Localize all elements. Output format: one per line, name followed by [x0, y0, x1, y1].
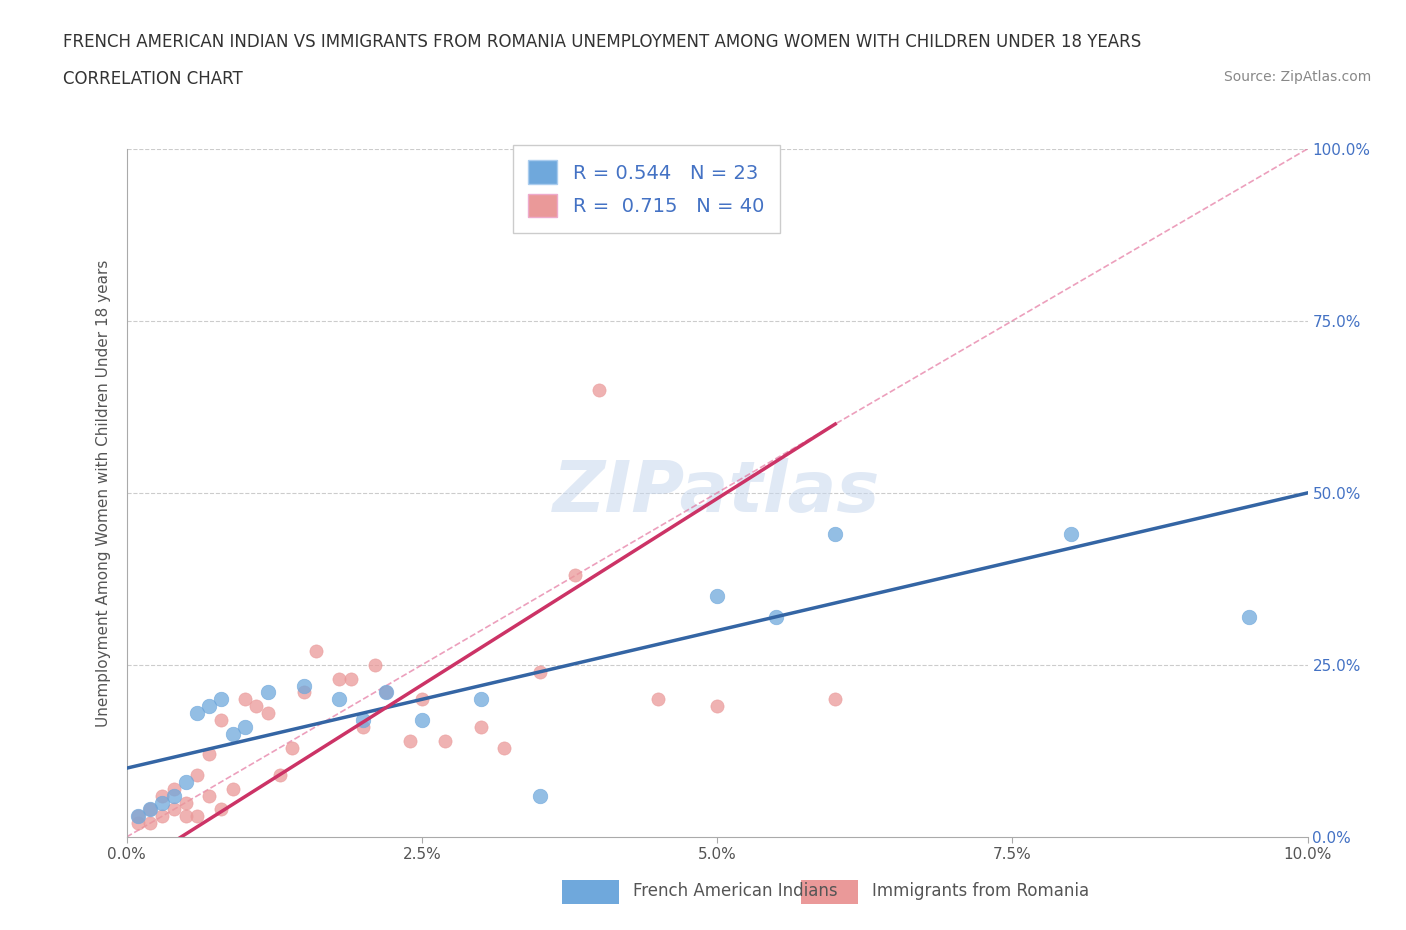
- Point: [470, 720, 492, 735]
- Point: [363, 658, 385, 672]
- Point: [127, 809, 149, 824]
- Point: [281, 740, 304, 755]
- Point: [257, 685, 280, 700]
- Point: [150, 789, 173, 804]
- Point: [139, 802, 162, 817]
- Point: [198, 698, 221, 713]
- Point: [257, 706, 280, 721]
- Point: [163, 781, 186, 796]
- Point: [328, 671, 350, 686]
- Point: [269, 767, 291, 782]
- Point: [150, 795, 173, 810]
- Point: [824, 526, 846, 541]
- Point: [1060, 526, 1083, 541]
- Point: [186, 706, 208, 721]
- Point: [139, 816, 162, 830]
- Point: [340, 671, 363, 686]
- Point: [233, 720, 256, 735]
- Text: ZIPatlas: ZIPatlas: [554, 458, 880, 527]
- Legend: R = 0.544   N = 23, R =  0.715   N = 40: R = 0.544 N = 23, R = 0.715 N = 40: [513, 145, 780, 233]
- Point: [399, 733, 422, 748]
- Point: [209, 712, 232, 727]
- Point: [222, 781, 245, 796]
- Y-axis label: Unemployment Among Women with Children Under 18 years: Unemployment Among Women with Children U…: [96, 259, 111, 726]
- Point: [411, 712, 433, 727]
- Point: [304, 644, 326, 658]
- Point: [163, 802, 186, 817]
- Point: [222, 726, 245, 741]
- Point: [588, 382, 610, 397]
- Point: [127, 816, 149, 830]
- Point: [352, 720, 374, 735]
- Point: [209, 802, 232, 817]
- Point: [529, 789, 551, 804]
- Point: [564, 568, 586, 583]
- Point: [375, 685, 398, 700]
- Text: Immigrants from Romania: Immigrants from Romania: [872, 882, 1088, 900]
- Point: [198, 789, 221, 804]
- Text: French American Indians: French American Indians: [633, 882, 838, 900]
- Point: [292, 678, 315, 693]
- Text: Source: ZipAtlas.com: Source: ZipAtlas.com: [1223, 70, 1371, 84]
- Text: CORRELATION CHART: CORRELATION CHART: [63, 70, 243, 87]
- Point: [292, 685, 315, 700]
- Point: [186, 809, 208, 824]
- Point: [174, 809, 197, 824]
- Point: [706, 698, 728, 713]
- Point: [174, 775, 197, 790]
- Point: [198, 747, 221, 762]
- Point: [765, 609, 787, 624]
- Point: [706, 589, 728, 604]
- Point: [375, 685, 398, 700]
- Point: [139, 802, 162, 817]
- Point: [328, 692, 350, 707]
- Point: [174, 795, 197, 810]
- Point: [186, 767, 208, 782]
- Point: [494, 740, 516, 755]
- Point: [647, 692, 669, 707]
- Point: [233, 692, 256, 707]
- Point: [1237, 609, 1260, 624]
- Point: [824, 692, 846, 707]
- Point: [209, 692, 232, 707]
- Point: [529, 664, 551, 679]
- Point: [245, 698, 267, 713]
- Point: [411, 692, 433, 707]
- Text: FRENCH AMERICAN INDIAN VS IMMIGRANTS FROM ROMANIA UNEMPLOYMENT AMONG WOMEN WITH : FRENCH AMERICAN INDIAN VS IMMIGRANTS FRO…: [63, 33, 1142, 50]
- Point: [434, 733, 457, 748]
- Point: [163, 789, 186, 804]
- Point: [150, 809, 173, 824]
- Point: [470, 692, 492, 707]
- Point: [127, 809, 149, 824]
- Point: [352, 712, 374, 727]
